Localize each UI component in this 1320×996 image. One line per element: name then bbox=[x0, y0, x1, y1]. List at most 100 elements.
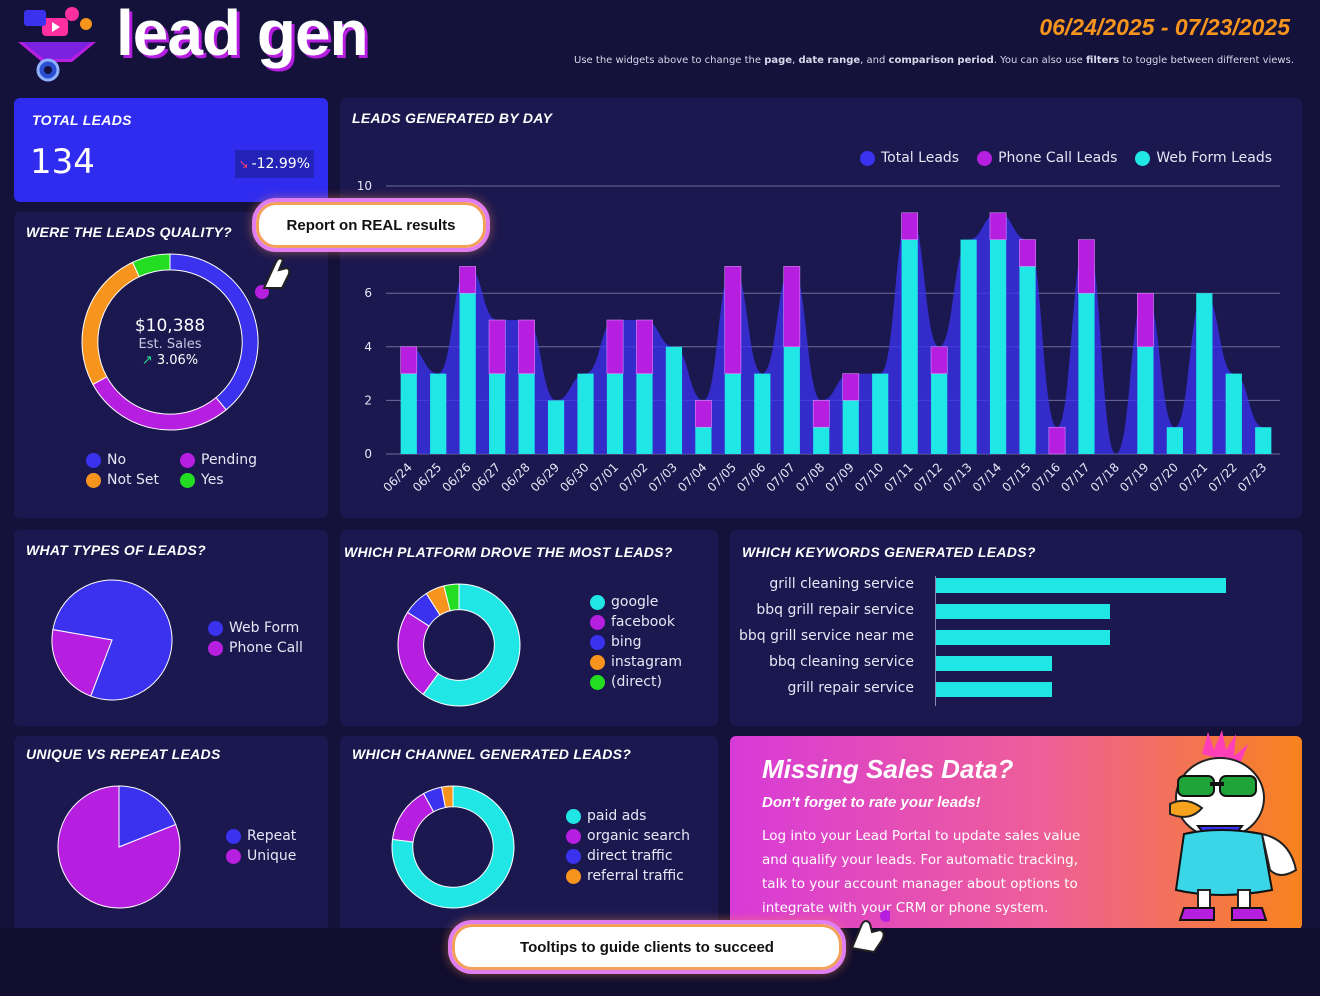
bar-phone-call[interactable] bbox=[606, 319, 624, 374]
bar-web-form[interactable] bbox=[754, 373, 771, 454]
legend-item[interactable]: facebook bbox=[590, 612, 682, 632]
keyword-bar[interactable] bbox=[936, 604, 1110, 619]
legend-item[interactable]: (direct) bbox=[590, 672, 682, 692]
bar-web-form[interactable] bbox=[872, 373, 889, 454]
keyword-row[interactable]: bbq grill service near me bbox=[730, 628, 1290, 648]
bar-web-form[interactable] bbox=[636, 373, 653, 454]
bar-phone-call[interactable] bbox=[400, 346, 418, 374]
bar-web-form[interactable] bbox=[813, 427, 830, 454]
bar-phone-call[interactable] bbox=[695, 400, 712, 428]
legend-item[interactable]: Web Form Leads bbox=[1135, 148, 1272, 168]
legend-item[interactable]: paid ads bbox=[566, 806, 690, 826]
keyword-row[interactable]: grill repair service bbox=[730, 680, 1290, 700]
keyword-label: bbq grill service near me bbox=[739, 628, 914, 644]
bar-phone-call[interactable] bbox=[930, 346, 948, 374]
bar-phone-call[interactable] bbox=[901, 212, 919, 240]
bar-phone-call[interactable] bbox=[1078, 239, 1095, 294]
bar-phone-call[interactable] bbox=[842, 373, 860, 401]
bar-web-form[interactable] bbox=[695, 427, 712, 454]
bar-phone-call[interactable] bbox=[724, 266, 742, 374]
platform-donut-chart[interactable] bbox=[396, 582, 522, 708]
pie-slice-facebook[interactable] bbox=[397, 611, 439, 696]
bar-web-form[interactable] bbox=[459, 293, 476, 454]
legend-label: organic search bbox=[587, 828, 690, 844]
pie-slice-unique[interactable] bbox=[57, 785, 181, 909]
bar-phone-call[interactable] bbox=[518, 319, 535, 374]
pie-slice-yes[interactable] bbox=[131, 253, 171, 278]
bar-phone-call[interactable] bbox=[783, 266, 801, 348]
bar-phone-call[interactable] bbox=[1019, 239, 1036, 267]
bar-phone-call[interactable] bbox=[989, 212, 1007, 240]
bar-web-form[interactable] bbox=[547, 400, 565, 454]
pie-slice-referral-traffic[interactable] bbox=[440, 785, 454, 809]
bar-web-form[interactable] bbox=[1225, 373, 1242, 454]
legend-item[interactable]: No bbox=[86, 450, 159, 470]
total-leads-area bbox=[408, 212, 1264, 454]
bar-web-form[interactable] bbox=[665, 346, 683, 454]
bar-web-form[interactable] bbox=[489, 373, 506, 454]
legend-item[interactable]: Total Leads bbox=[860, 148, 959, 168]
bar-web-form[interactable] bbox=[960, 239, 977, 454]
bar-web-form[interactable] bbox=[989, 239, 1007, 454]
bar-web-form[interactable] bbox=[1137, 346, 1154, 454]
keyword-bar[interactable] bbox=[936, 656, 1052, 671]
bar-web-form[interactable] bbox=[606, 373, 624, 454]
unique-pie-chart[interactable] bbox=[56, 784, 182, 910]
legend-item[interactable]: Not Set bbox=[86, 470, 159, 490]
pie-slice-paid-ads[interactable] bbox=[391, 785, 515, 909]
legend-item[interactable]: referral traffic bbox=[566, 866, 690, 886]
bar-web-form[interactable] bbox=[1019, 266, 1036, 454]
bar-web-form[interactable] bbox=[400, 373, 417, 454]
bar-phone-call[interactable] bbox=[812, 400, 830, 428]
bar-web-form[interactable] bbox=[518, 373, 535, 454]
channel-donut-chart[interactable] bbox=[390, 784, 516, 910]
pie-slice-repeat[interactable] bbox=[118, 785, 177, 848]
bar-web-form[interactable] bbox=[783, 346, 800, 454]
bar-phone-call[interactable] bbox=[488, 319, 506, 374]
bar-phone-call[interactable] bbox=[459, 266, 477, 294]
keyword-row[interactable]: bbq grill repair service bbox=[730, 602, 1290, 622]
legend-item[interactable]: Web Form bbox=[208, 618, 303, 638]
legend-item[interactable]: direct traffic bbox=[566, 846, 690, 866]
legend-item[interactable]: Pending bbox=[180, 450, 257, 470]
bar-web-form[interactable] bbox=[577, 373, 594, 454]
bar-web-form[interactable] bbox=[430, 373, 447, 454]
pie-slice-phone-call[interactable] bbox=[51, 629, 113, 697]
legend-item[interactable]: Unique bbox=[226, 846, 296, 866]
keyword-row[interactable]: grill cleaning service bbox=[730, 576, 1290, 596]
types-pie-chart[interactable] bbox=[50, 578, 174, 702]
pie-slice-pending[interactable] bbox=[92, 376, 227, 431]
bar-web-form[interactable] bbox=[1166, 427, 1183, 454]
keyword-bar[interactable] bbox=[936, 630, 1110, 645]
keyword-row[interactable]: bbq cleaning service bbox=[730, 654, 1290, 674]
bar-web-form[interactable] bbox=[724, 373, 741, 454]
bar-web-form[interactable] bbox=[901, 239, 918, 454]
quality-donut-chart[interactable] bbox=[80, 252, 260, 432]
bar-phone-call[interactable] bbox=[636, 319, 653, 374]
pie-slice-google[interactable] bbox=[422, 583, 521, 707]
bar-web-form[interactable] bbox=[842, 400, 859, 454]
keywords-bar-chart[interactable]: grill cleaning service bbq grill repair s… bbox=[730, 576, 1302, 712]
daily-leads-chart[interactable]: 0 2 4 6 10 06/2406/2506/2606/2706/2806/2906/3… bbox=[340, 98, 1302, 518]
pie-slice--direct-[interactable] bbox=[443, 583, 460, 612]
legend-item[interactable]: organic search bbox=[566, 826, 690, 846]
bar-web-form[interactable] bbox=[1255, 427, 1272, 454]
total-leads-card[interactable]: TOTAL LEADS 134 ↘ -12.99% bbox=[14, 98, 328, 202]
legend-item[interactable]: Yes bbox=[180, 470, 257, 490]
bar-web-form[interactable] bbox=[1196, 293, 1213, 454]
keyword-bar[interactable] bbox=[936, 682, 1052, 697]
keyword-bar[interactable] bbox=[936, 578, 1226, 593]
legend-item[interactable]: bing bbox=[590, 632, 682, 652]
bar-phone-call[interactable] bbox=[1137, 292, 1154, 348]
bar-web-form[interactable] bbox=[931, 373, 948, 454]
bar-web-form[interactable] bbox=[1078, 293, 1095, 454]
date-range[interactable]: 06/24/2025 - 07/23/2025 bbox=[1039, 14, 1290, 40]
x-tick-label: 07/23 bbox=[1235, 460, 1269, 494]
subtitle-text: to toggle between different views. bbox=[1119, 55, 1294, 66]
legend-item[interactable]: Phone Call bbox=[208, 638, 303, 658]
legend-item[interactable]: Repeat bbox=[226, 826, 296, 846]
bar-phone-call[interactable] bbox=[1048, 426, 1066, 455]
legend-item[interactable]: google bbox=[590, 592, 682, 612]
legend-item[interactable]: instagram bbox=[590, 652, 682, 672]
legend-item[interactable]: Phone Call Leads bbox=[977, 148, 1117, 168]
